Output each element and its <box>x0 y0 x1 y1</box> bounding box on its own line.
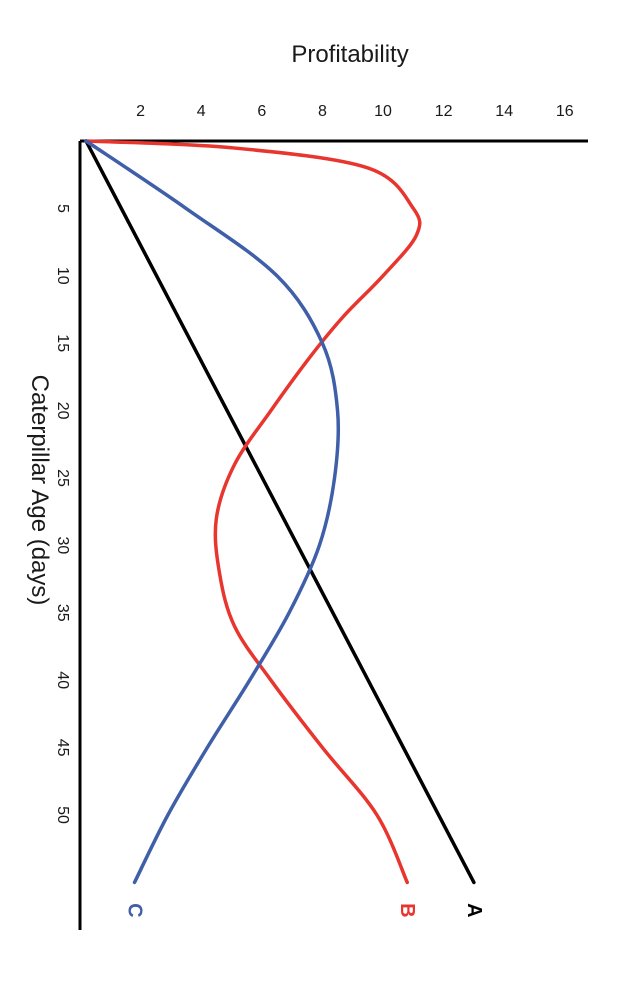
profitability-tick-label: 16 <box>556 103 574 120</box>
profitability-tick-label: 2 <box>136 103 145 120</box>
profitability-tick-label: 8 <box>318 103 327 120</box>
age-tick-label: 10 <box>54 267 71 285</box>
profitability-tick-label: 12 <box>435 103 453 120</box>
series-label-c: C <box>124 903 146 917</box>
series-line-a <box>84 139 476 885</box>
age-tick-label: 50 <box>54 806 71 824</box>
profitability-tick-label: 14 <box>495 103 513 120</box>
x-axis-title: Profitability <box>291 41 408 68</box>
age-tick-label: 20 <box>54 402 71 420</box>
age-tick-label: 35 <box>54 604 71 622</box>
age-tick-label: 30 <box>54 537 71 555</box>
age-tick-label: 15 <box>54 334 71 352</box>
profitability-tick-labels: 2 4 6 8 10 12 14 16 <box>136 103 574 120</box>
profitability-tick-label: 10 <box>374 103 392 120</box>
series-line-b <box>84 139 422 885</box>
series-line-c <box>84 139 341 885</box>
series-label-a: A <box>463 903 485 917</box>
profitability-tick-label: 4 <box>197 103 206 120</box>
y-axis-title: Caterpillar Age (days) <box>26 375 53 606</box>
age-tick-labels: 5 10 15 20 25 30 35 40 45 50 <box>54 204 71 824</box>
series-lines <box>84 139 476 885</box>
series-labels: A B C <box>124 903 485 917</box>
age-tick-label: 25 <box>54 469 71 487</box>
age-tick-label: 40 <box>54 671 71 689</box>
age-tick-label: 5 <box>54 204 71 213</box>
series-label-b: B <box>396 903 418 917</box>
profitability-tick-label: 6 <box>257 103 266 120</box>
age-tick-label: 45 <box>54 739 71 757</box>
